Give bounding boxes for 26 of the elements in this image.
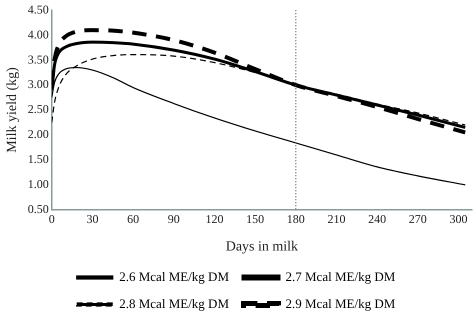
y-tick-label: 0.50 [28,202,49,216]
x-tick-label: 30 [86,212,98,226]
y-tick-label: 4.50 [28,2,49,16]
legend-label: 2.7 Mcal ME/kg DM [286,268,396,284]
x-tick-label: 90 [168,212,180,226]
x-tick-label: 60 [127,212,140,226]
y-tick-label: 2.00 [28,127,49,142]
y-tick-label: 1.00 [28,177,49,192]
legend-label: 2.8 Mcal ME/kg DM [119,296,230,311]
y-tick-label: 2.50 [28,102,49,116]
x-tick-label: 270 [408,212,427,226]
x-tick-label: 150 [246,212,264,226]
legend-label: 2.6 Mcal ME/kg DM [119,268,230,284]
y-tick-label: 1.50 [28,152,49,166]
y-tick-label: 4.00 [28,27,49,42]
x-axis-title: Days in milk [226,239,298,254]
x-tick-label: 240 [368,212,386,226]
y-axis-title: Milk yield (kg) [5,66,20,153]
y-tick-label: 3.00 [28,77,49,92]
x-tick-label: 120 [205,212,224,226]
x-tick-label: 180 [286,212,305,226]
legend-label: 2.9 Mcal ME/kg DM [286,296,396,311]
x-tick-label: 0 [48,212,55,226]
x-tick-label: 300 [449,212,468,226]
x-tick-label: 210 [327,212,346,226]
y-tick-label: 3.50 [28,52,49,66]
